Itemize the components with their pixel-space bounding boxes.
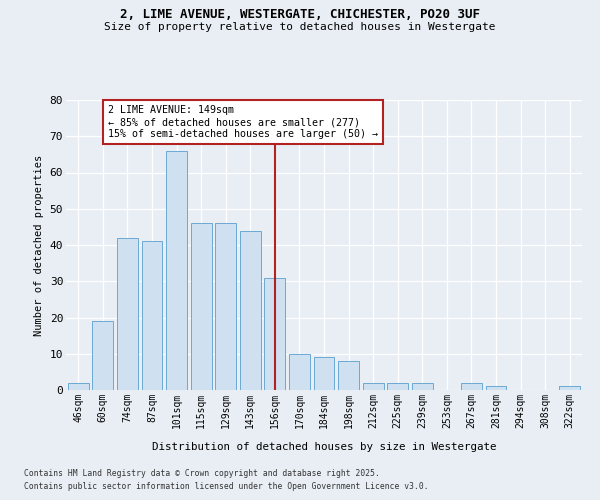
Text: Contains public sector information licensed under the Open Government Licence v3: Contains public sector information licen… [24,482,428,491]
Bar [338,361,359,390]
Bar [142,242,163,390]
Bar [117,238,138,390]
Text: 2, LIME AVENUE, WESTERGATE, CHICHESTER, PO20 3UF: 2, LIME AVENUE, WESTERGATE, CHICHESTER, … [120,8,480,20]
Y-axis label: Number of detached properties: Number of detached properties [34,154,44,336]
Bar [289,354,310,390]
Bar [485,386,506,390]
Bar [412,383,433,390]
Bar [191,223,212,390]
Bar [68,383,89,390]
Bar [166,151,187,390]
Bar [314,358,334,390]
Text: Contains HM Land Registry data © Crown copyright and database right 2025.: Contains HM Land Registry data © Crown c… [24,468,380,477]
Bar [240,230,261,390]
Bar [461,383,482,390]
Bar [362,383,383,390]
Text: 2 LIME AVENUE: 149sqm
← 85% of detached houses are smaller (277)
15% of semi-det: 2 LIME AVENUE: 149sqm ← 85% of detached … [108,106,378,138]
Text: Distribution of detached houses by size in Westergate: Distribution of detached houses by size … [152,442,496,452]
Text: Size of property relative to detached houses in Westergate: Size of property relative to detached ho… [104,22,496,32]
Bar [92,321,113,390]
Bar [265,278,286,390]
Bar [215,223,236,390]
Bar [559,386,580,390]
Bar [387,383,408,390]
